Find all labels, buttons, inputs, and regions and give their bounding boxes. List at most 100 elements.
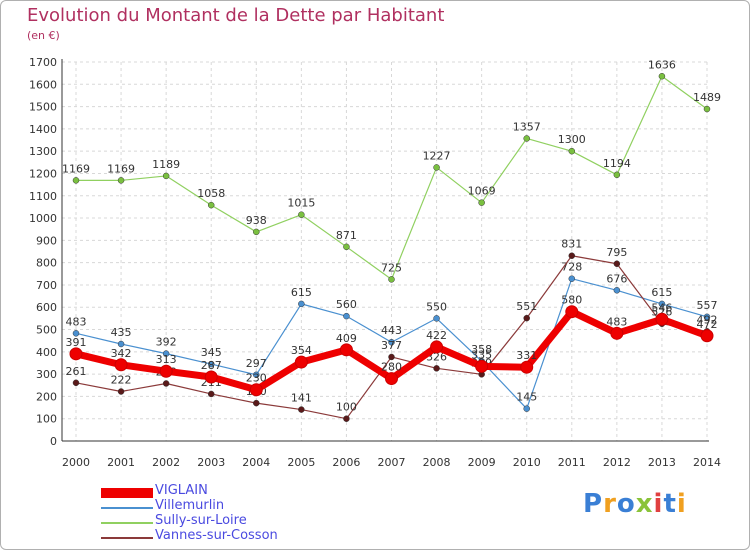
x-tick-label: 2000 (62, 456, 90, 469)
y-tick-label: 1200 (29, 167, 57, 180)
data-point-viglain (475, 359, 489, 373)
data-label-villemurlin: 297 (246, 357, 267, 370)
x-tick-label: 2013 (648, 456, 676, 469)
data-point-sully-sur-loire (433, 164, 440, 171)
data-label-sully-sur-loire: 1058 (197, 187, 225, 200)
data-point-villemurlin (523, 405, 530, 412)
x-tick-label: 2014 (693, 456, 721, 469)
data-point-sully-sur-loire (298, 211, 305, 218)
logo-letter: o (616, 489, 636, 519)
data-label-vannes-sur-cosson: 261 (66, 365, 87, 378)
y-tick-label: 100 (36, 413, 57, 426)
data-point-viglain (385, 372, 398, 386)
data-point-sully-sur-loire (162, 172, 170, 180)
data-label-villemurlin: 443 (381, 324, 402, 337)
data-label-vannes-sur-cosson: 831 (561, 238, 582, 251)
legend-swatch (101, 488, 153, 498)
data-label-sully-sur-loire: 938 (246, 214, 267, 227)
data-point-viglain (610, 326, 624, 340)
y-tick-label: 600 (36, 301, 57, 314)
data-label-sully-sur-loire: 871 (336, 229, 357, 242)
data-point-viglain (114, 358, 128, 372)
data-label-viglain: 342 (111, 347, 132, 360)
data-label-villemurlin: 615 (291, 286, 312, 299)
data-point-villemurlin (162, 350, 170, 357)
data-label-viglain: 230 (246, 372, 267, 385)
data-point-villemurlin (117, 340, 125, 348)
x-tick-label: 2005 (287, 456, 315, 469)
data-point-vannes-sur-cosson (523, 314, 530, 322)
logo-letter: i (676, 489, 687, 519)
data-label-vannes-sur-cosson: 100 (336, 401, 357, 414)
data-point-sully-sur-loire (388, 276, 395, 283)
y-tick-label: 1400 (29, 123, 57, 136)
data-label-sully-sur-loire: 1300 (558, 133, 586, 146)
data-point-villemurlin (298, 300, 305, 308)
data-label-viglain: 287 (201, 359, 222, 372)
x-tick-label: 2002 (152, 456, 180, 469)
data-point-viglain (430, 340, 444, 354)
data-label-viglain: 422 (426, 329, 447, 342)
logo-letter: x (635, 489, 654, 519)
data-point-sully-sur-loire (72, 177, 80, 184)
data-label-sully-sur-loire: 725 (381, 261, 402, 274)
data-label-villemurlin: 483 (66, 315, 87, 328)
data-label-villemurlin: 345 (201, 346, 222, 359)
data-point-viglain (520, 360, 534, 374)
data-label-villemurlin: 728 (561, 261, 582, 274)
data-point-viglain (294, 355, 308, 369)
data-label-sully-sur-loire: 1169 (62, 162, 90, 175)
data-label-sully-sur-loire: 1169 (107, 162, 135, 175)
data-label-viglain: 472 (697, 318, 718, 331)
y-tick-label: 300 (36, 368, 57, 381)
data-label-viglain: 580 (561, 294, 582, 307)
data-label-vannes-sur-cosson: 795 (606, 246, 627, 259)
legend-swatch (101, 537, 153, 539)
y-tick-label: 1600 (29, 78, 57, 91)
data-label-viglain: 546 (651, 301, 672, 314)
data-point-villemurlin (658, 300, 666, 308)
data-label-villemurlin: 557 (697, 299, 718, 312)
data-label-viglain: 483 (606, 315, 627, 328)
data-point-viglain (565, 305, 579, 319)
data-label-viglain: 354 (291, 344, 312, 357)
y-tick-label: 1000 (29, 212, 57, 225)
data-label-villemurlin: 550 (426, 300, 447, 313)
data-label-sully-sur-loire: 1357 (513, 120, 541, 133)
data-point-villemurlin (388, 338, 395, 346)
x-tick-label: 2001 (107, 456, 135, 469)
data-point-viglain (249, 383, 263, 397)
data-point-viglain (159, 364, 173, 378)
data-point-villemurlin (703, 313, 711, 321)
data-point-villemurlin (433, 315, 440, 322)
data-label-villemurlin: 615 (651, 286, 672, 299)
legend-label: Villemurlin (155, 498, 225, 513)
data-label-sully-sur-loire: 1636 (648, 58, 676, 71)
data-label-sully-sur-loire: 1227 (423, 149, 451, 162)
data-label-villemurlin: 435 (111, 326, 132, 339)
data-point-sully-sur-loire (117, 177, 125, 184)
legend-swatch (101, 522, 153, 524)
data-point-vannes-sur-cosson (298, 406, 305, 413)
data-point-vannes-sur-cosson (613, 260, 621, 268)
logo-letter: t (663, 489, 677, 519)
data-label-viglain: 331 (516, 349, 537, 362)
data-point-viglain (700, 329, 714, 343)
data-label-vannes-sur-cosson: 551 (516, 300, 537, 313)
y-tick-label: 0 (50, 435, 57, 448)
data-label-viglain: 280 (381, 361, 402, 374)
logo-letter: r (603, 489, 617, 519)
y-tick-label: 500 (36, 324, 57, 337)
x-tick-label: 2007 (378, 456, 406, 469)
proxiti-logo: Proxiti (583, 489, 687, 519)
x-tick-label: 2010 (513, 456, 541, 469)
y-tick-label: 1100 (29, 190, 57, 203)
y-tick-label: 1300 (29, 145, 57, 158)
data-point-vannes-sur-cosson (388, 353, 395, 361)
data-label-viglain: 391 (66, 336, 87, 349)
x-tick-label: 2008 (423, 456, 451, 469)
data-label-vannes-sur-cosson: 377 (381, 339, 402, 352)
data-point-viglain (655, 312, 669, 326)
y-tick-label: 1700 (29, 56, 57, 69)
